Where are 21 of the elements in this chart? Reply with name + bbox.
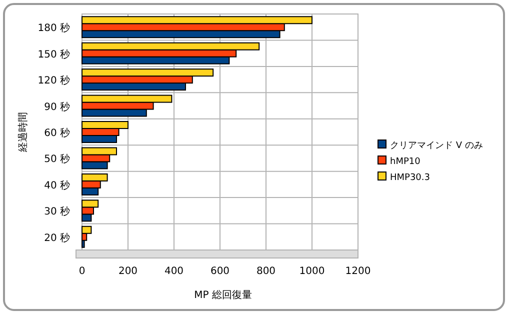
y-tick-label: 120 秒 <box>38 74 70 87</box>
x-tick-label: 800 <box>256 266 276 277</box>
x-tick-label: 0 <box>78 266 86 277</box>
legend-label: クリアマインド V のみ <box>390 141 483 151</box>
y-tick-label: 40 秒 <box>44 179 70 192</box>
x-tick-label: 600 <box>210 266 230 277</box>
x-tick-label: 1200 <box>345 266 371 277</box>
y-tick-label: 20 秒 <box>44 232 70 244</box>
y-tick-label: 60 秒 <box>44 127 70 139</box>
legend-label: hMP10 <box>390 157 421 167</box>
y-tick-label: 50 秒 <box>44 153 70 166</box>
x-tick-label: 400 <box>164 266 184 277</box>
x-tick-label: 200 <box>118 266 138 277</box>
y-tick-label: 90 秒 <box>44 100 70 113</box>
y-axis-title: 経過時間 <box>17 112 29 153</box>
y-tick-label: 180 秒 <box>38 22 70 34</box>
y-tick-label: 30 秒 <box>44 206 70 218</box>
x-axis-title: MP 総回復量 <box>194 289 252 301</box>
x-tick-label: 1000 <box>299 266 325 277</box>
legend-label: HMP30.3 <box>390 173 430 183</box>
y-tick-label: 150 秒 <box>38 48 70 60</box>
